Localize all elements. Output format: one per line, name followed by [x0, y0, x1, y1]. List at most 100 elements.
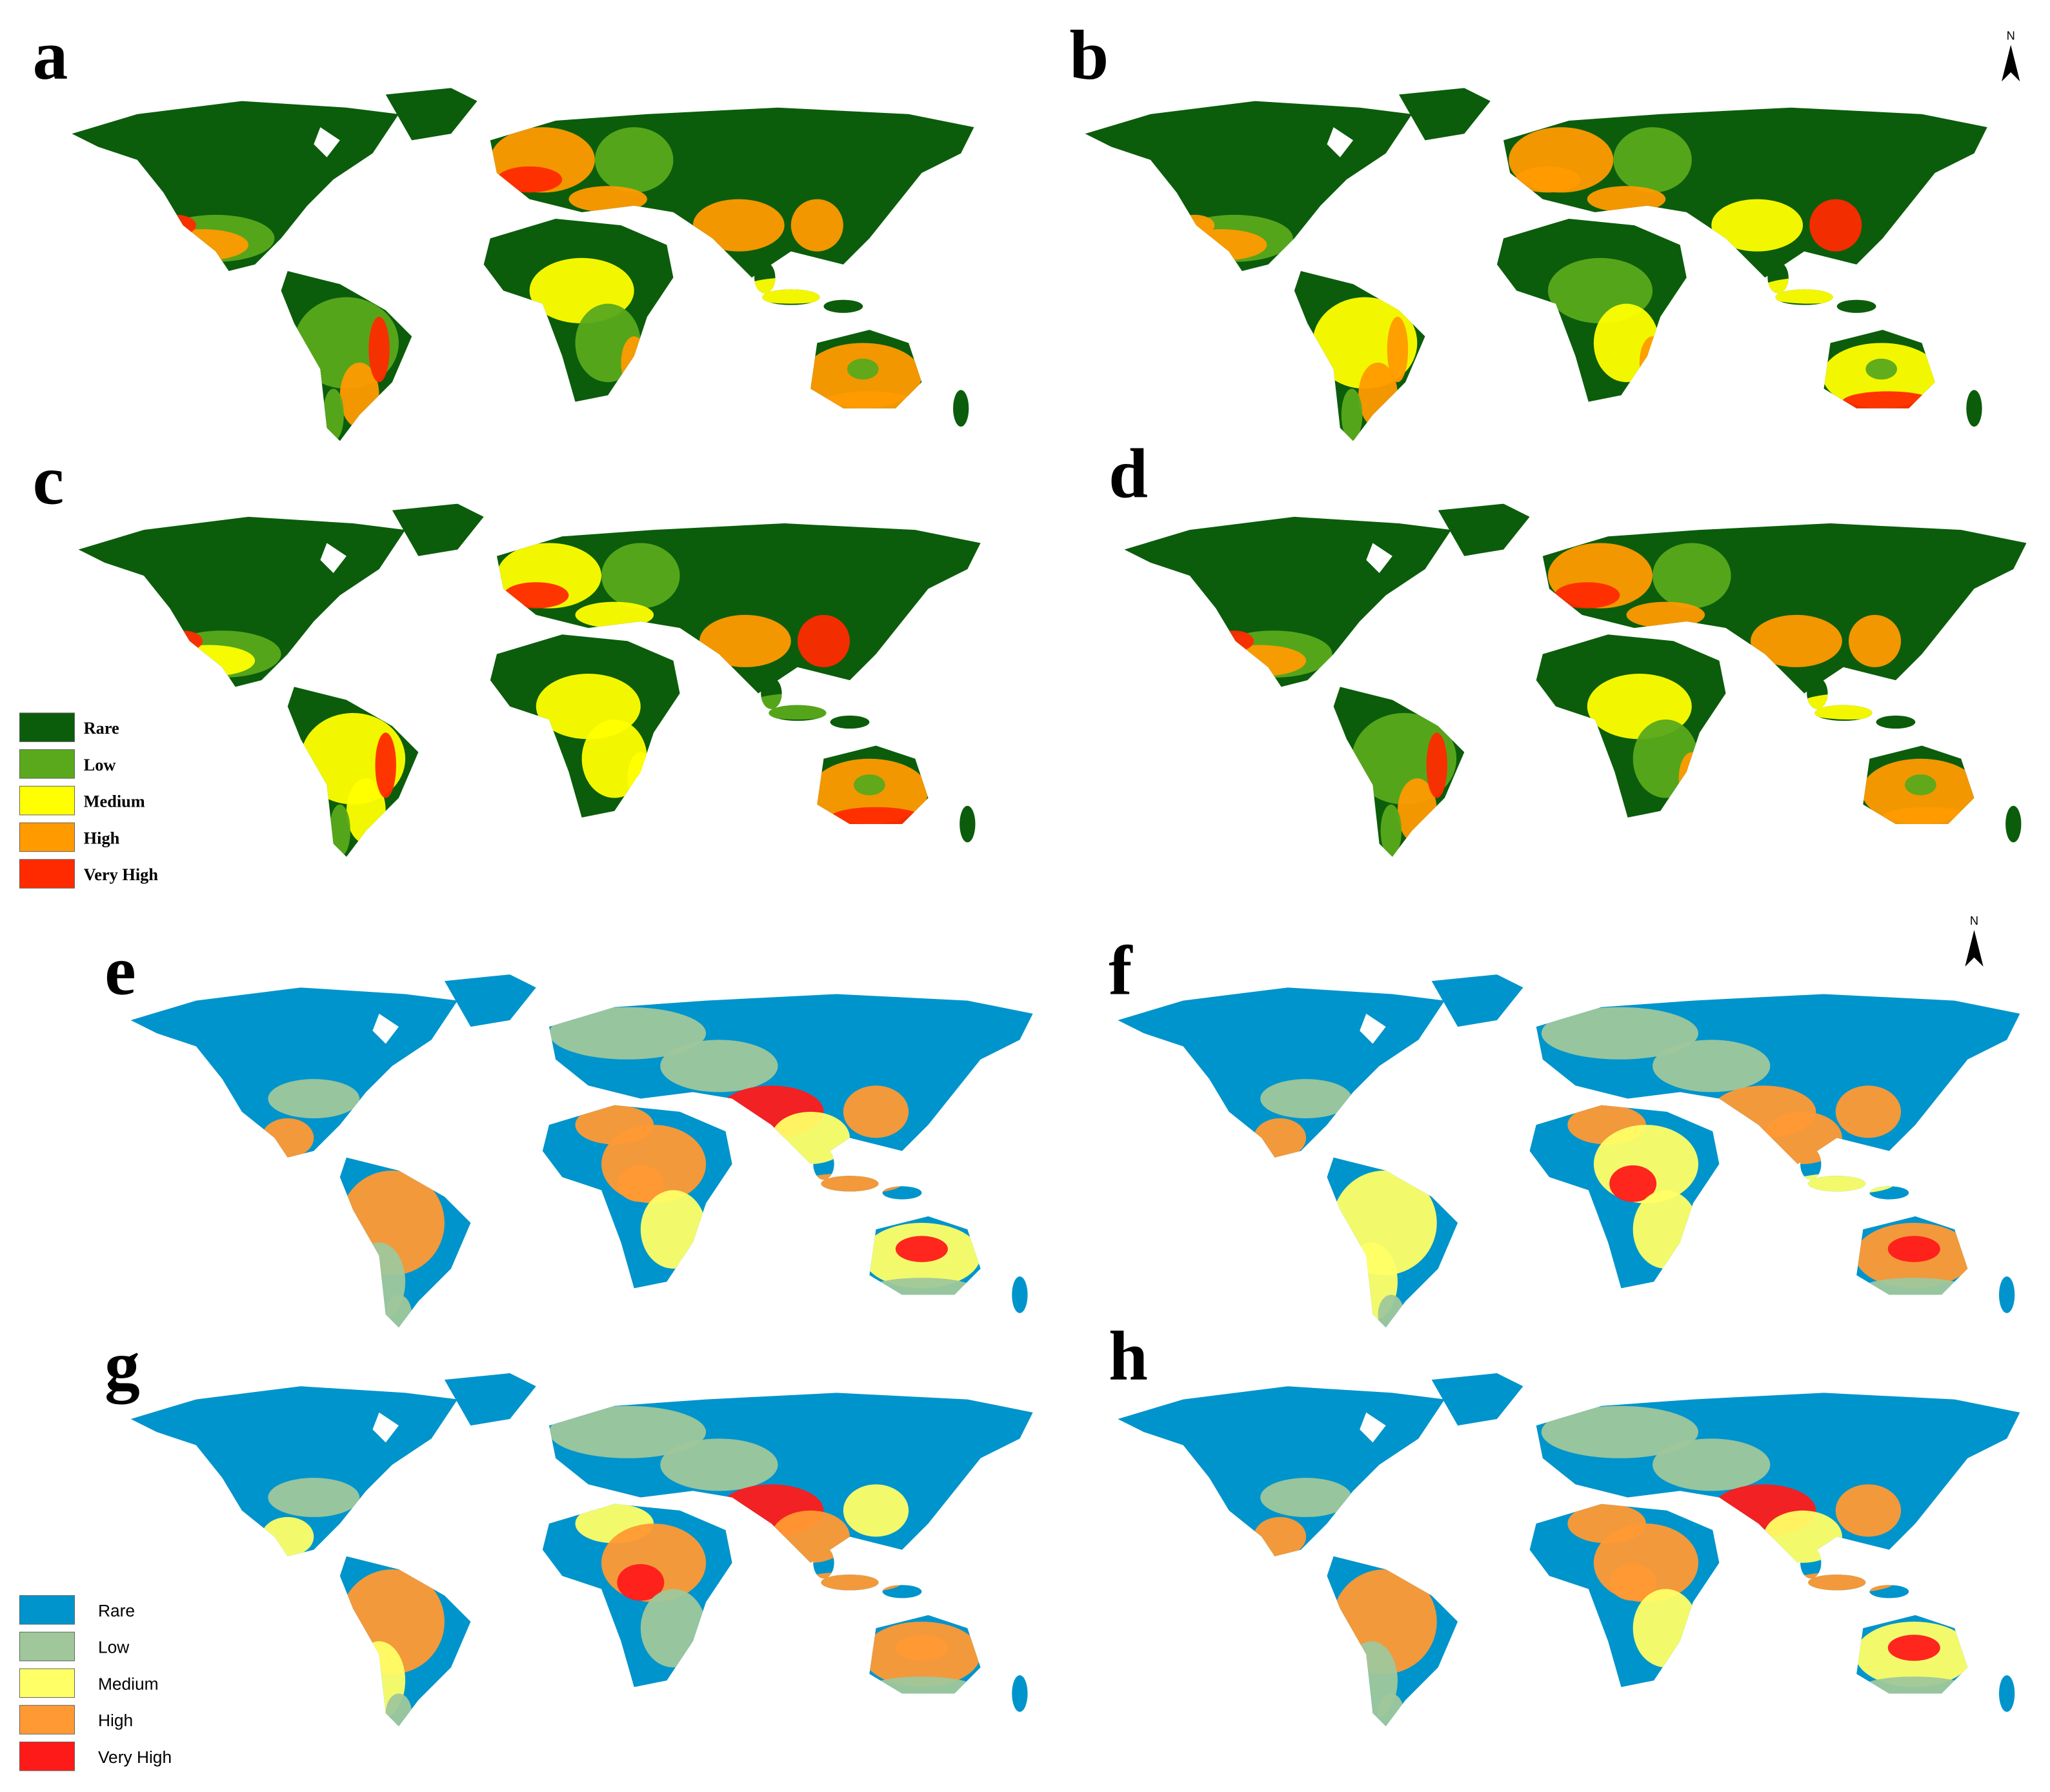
legend-label: High	[98, 1711, 133, 1730]
risk-zone	[1626, 601, 1705, 629]
legend-swatch	[19, 1741, 75, 1771]
map-fill	[72, 88, 974, 441]
risk-zone	[375, 732, 396, 798]
risk-zone	[869, 1676, 974, 1698]
risk-zone	[1175, 229, 1267, 261]
panel-label: e	[105, 931, 136, 1009]
risk-zone	[1554, 582, 1620, 609]
legend-swatch	[19, 785, 75, 816]
legend-swatch	[19, 822, 75, 852]
legend-label: Very High	[84, 865, 159, 884]
risk-zone	[660, 1438, 778, 1491]
risk-zone	[601, 543, 680, 609]
risk-zone	[1835, 1085, 1902, 1138]
risk-zone	[575, 601, 654, 629]
risk-zone	[261, 1516, 314, 1556]
risk-zone	[640, 1190, 707, 1269]
legend-label: Rare	[84, 719, 119, 738]
risk-zone	[1764, 1111, 1842, 1164]
ice-gap	[1366, 543, 1392, 574]
risk-zone	[385, 1294, 412, 1328]
risk-zone	[617, 1564, 665, 1601]
risk-zone	[1887, 1236, 1940, 1262]
legend-swatch	[19, 1595, 75, 1625]
world-map	[1085, 88, 1987, 441]
risk-zone	[1653, 1438, 1771, 1491]
panel-label: f	[1109, 931, 1133, 1009]
risk-zone	[1789, 1572, 1894, 1593]
risk-zone	[1515, 166, 1581, 193]
risk-zone	[699, 614, 791, 667]
risk-zone	[1214, 645, 1307, 677]
risk-zone	[1254, 1118, 1307, 1158]
risk-zone	[1881, 807, 1973, 829]
risk-zone	[1387, 316, 1409, 383]
legend-label: Very High	[98, 1747, 172, 1767]
risk-zone	[797, 614, 850, 667]
north-arrow	[1965, 930, 1984, 967]
risk-zone	[1214, 630, 1254, 652]
risk-zone	[1789, 1173, 1894, 1194]
panel-label: b	[1069, 16, 1109, 94]
legend-label: Medium	[98, 1674, 159, 1693]
risk-zone	[548, 1007, 707, 1060]
risk-zone	[1426, 732, 1447, 798]
north-arrow	[2002, 45, 2020, 82]
legend-label: Low	[84, 756, 116, 774]
legend-swatch	[19, 712, 75, 742]
risk-zone	[1587, 186, 1666, 212]
world-map	[1118, 1373, 2020, 1727]
risk-zone	[1887, 1635, 1940, 1661]
legend-swatch	[19, 859, 75, 889]
panel-label: c	[33, 441, 65, 519]
risk-zone	[640, 1589, 707, 1667]
risk-zone	[1653, 1040, 1771, 1092]
risk-zone	[1862, 1676, 1967, 1698]
risk-zone	[1639, 336, 1666, 389]
risk-zone	[847, 358, 879, 380]
legend-label: Low	[98, 1638, 130, 1657]
risk-zone	[1862, 1278, 1967, 1299]
world-map	[78, 503, 981, 857]
risk-zone	[1613, 127, 1692, 193]
risk-zone	[1678, 752, 1705, 805]
risk-zone	[1380, 804, 1402, 857]
risk-zone	[854, 774, 885, 796]
ice-gap	[1360, 1412, 1386, 1443]
risk-zone	[1835, 1484, 1902, 1537]
risk-zone	[385, 1693, 412, 1727]
map-fill	[1118, 1373, 2020, 1727]
risk-zone	[771, 1510, 850, 1563]
risk-zone	[496, 166, 563, 193]
risk-zone	[163, 630, 203, 652]
ice-gap	[1360, 1013, 1386, 1044]
risk-zone	[843, 1484, 909, 1537]
risk-zone	[568, 186, 647, 212]
panel-label: h	[1109, 1317, 1148, 1395]
risk-zone	[1848, 614, 1902, 667]
legend-label: Medium	[84, 792, 145, 811]
north-label: N	[2007, 28, 2015, 42]
risk-zone	[1653, 543, 1731, 609]
risk-zone	[1541, 1405, 1698, 1458]
world-map	[1124, 503, 2027, 857]
world-map	[130, 974, 1033, 1328]
risk-zone	[1711, 199, 1804, 252]
risk-zone	[261, 1118, 314, 1158]
risk-zone	[594, 127, 674, 193]
risk-zone	[790, 199, 843, 252]
risk-zone	[1751, 614, 1842, 667]
risk-zone	[1254, 1516, 1307, 1556]
risk-zone	[1633, 1190, 1698, 1269]
risk-zone	[1865, 358, 1897, 380]
risk-zone	[1842, 391, 1934, 412]
risk-zone	[1378, 1294, 1405, 1328]
panel-label: d	[1109, 435, 1148, 513]
risk-zone	[621, 336, 647, 389]
risk-zone	[797, 1173, 903, 1194]
world-map	[1118, 974, 2020, 1328]
risk-zone	[1260, 1079, 1352, 1118]
risk-zone	[869, 1278, 974, 1299]
risk-zone	[627, 752, 654, 805]
